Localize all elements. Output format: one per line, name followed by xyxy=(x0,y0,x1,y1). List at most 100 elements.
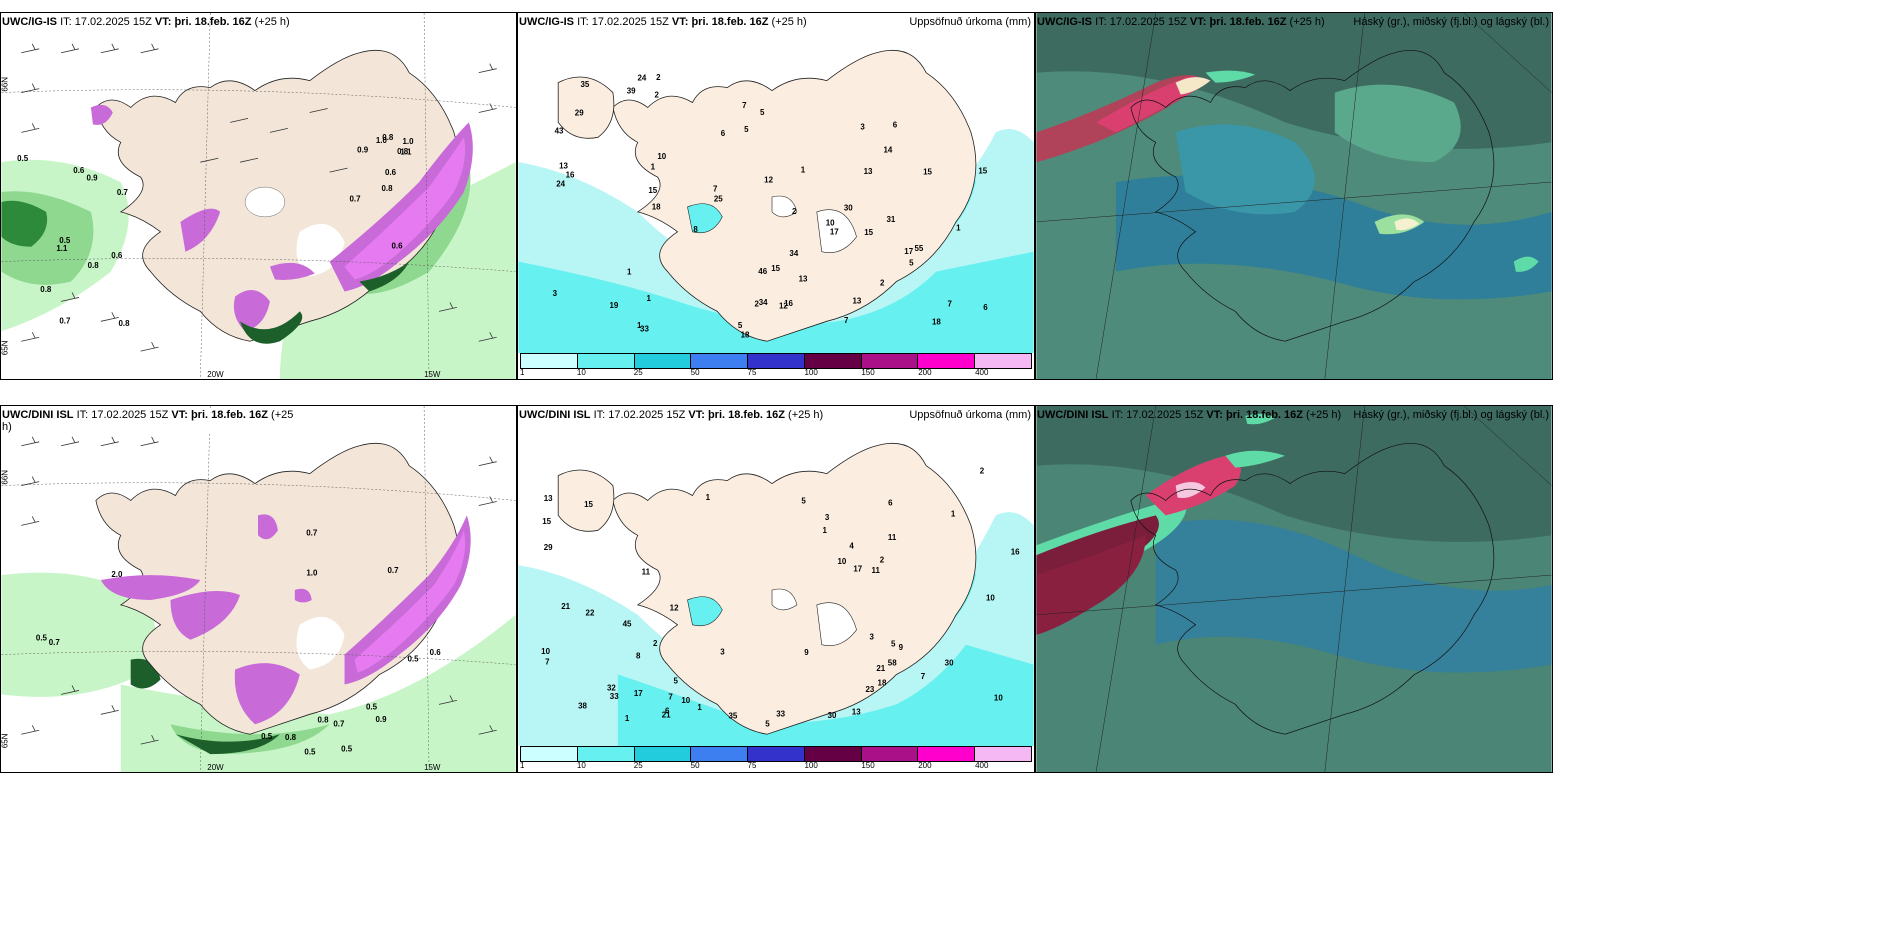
value-label: 0.6 xyxy=(391,241,403,250)
value-label: 24 xyxy=(556,180,565,189)
vt-label: VT: xyxy=(171,409,188,421)
value-label: 7 xyxy=(713,185,718,194)
panel-clouds-dini: UWC/DINI ISL IT: 17.02.2025 15Z VT: þri.… xyxy=(1035,405,1553,773)
value-label: 7 xyxy=(668,693,673,702)
value-label: 15 xyxy=(542,517,551,526)
it-value: 17.02.2025 15Z xyxy=(1126,409,1204,421)
value-label: 0.8 xyxy=(382,133,394,142)
value-label: 0.5 xyxy=(304,748,316,757)
panel-title: Uppsöfnuð úrkoma (mm) xyxy=(909,409,1031,421)
value-label: 1 xyxy=(956,224,961,233)
legend-colorbar xyxy=(520,746,1032,762)
value-label: 43 xyxy=(555,126,564,135)
legend-swatch xyxy=(521,354,578,368)
value-label: 5 xyxy=(744,125,749,134)
value-label: 1 xyxy=(706,493,711,502)
value-label: 16 xyxy=(1011,548,1020,557)
value-label: 1 xyxy=(697,703,702,712)
panel-title: Háský (gr.), miðský (fj.bl.) og lágský (… xyxy=(1353,16,1549,28)
value-label: 23 xyxy=(866,685,875,694)
it-label: IT: xyxy=(60,16,72,28)
value-label: 0.9 xyxy=(357,146,369,155)
value-label: 21 xyxy=(662,710,671,719)
legend-swatch xyxy=(748,747,805,761)
legend-swatch xyxy=(521,747,578,761)
value-label: 5 xyxy=(909,258,914,267)
vt-value: þri. 18.feb. 16Z xyxy=(691,16,769,28)
legend-swatch xyxy=(748,354,805,368)
value-label: 2.0 xyxy=(111,570,123,579)
value-label: 11 xyxy=(888,533,897,542)
value-label: 0.7 xyxy=(333,720,345,729)
value-label: 0.5 xyxy=(59,236,71,245)
value-label: 0.6 xyxy=(385,168,397,177)
value-label: 15 xyxy=(771,264,780,273)
legend-tick-label: 150 xyxy=(861,761,875,770)
legend-tick-label: 400 xyxy=(975,368,989,377)
value-label: 15 xyxy=(923,168,932,177)
legend-tick-label: 25 xyxy=(633,368,643,377)
value-label: 31 xyxy=(886,215,895,224)
lon-label-20w: 20W xyxy=(207,370,224,379)
lead-time-cont: h) xyxy=(2,421,12,433)
value-label: 5 xyxy=(738,321,743,330)
value-label: 38 xyxy=(578,702,587,711)
value-label: 13 xyxy=(544,494,553,503)
legend-swatch xyxy=(577,354,635,368)
value-label: 55 xyxy=(914,244,923,253)
map-frame xyxy=(1035,405,1553,773)
map-clouds-dini xyxy=(1036,406,1552,772)
model-name: UWC/IG-IS xyxy=(519,16,574,28)
panel-wind-snow-igis: 0.6 0.5 0.6 0.8 0.7 0.9 1.0 0.8 0.7 1.1 1.0 0.8 0.8 0… xyxy=(0,12,517,380)
value-label: 10 xyxy=(657,152,666,161)
legend-swatch xyxy=(634,354,692,368)
lat-label-65n: 65N xyxy=(1,733,9,748)
value-label: 12 xyxy=(779,301,788,310)
value-label: 8 xyxy=(636,651,641,660)
lat-label-65n: 65N xyxy=(1,340,9,355)
value-label: 2 xyxy=(755,299,760,308)
lon-label-15w: 15W xyxy=(424,370,441,379)
value-label: 0.7 xyxy=(117,188,129,197)
panel-header: UWC/IG-IS IT: 17.02.2025 15Z VT: þri. 18… xyxy=(1037,16,1325,28)
it-value: 17.02.2025 15Z xyxy=(91,409,169,421)
value-label: 13 xyxy=(852,296,861,305)
value-label: 5 xyxy=(760,108,765,117)
legend-swatch xyxy=(691,747,749,761)
value-label: 25 xyxy=(714,194,723,203)
value-label: 6 xyxy=(888,498,893,507)
value-label: 32 xyxy=(607,683,616,692)
value-label: 0.8 xyxy=(285,733,297,742)
panel-header: UWC/DINI ISL IT: 17.02.2025 15Z VT: þri.… xyxy=(519,409,823,421)
legend-tick-label: 50 xyxy=(690,368,700,377)
value-label: 1.0 xyxy=(376,136,388,145)
value-label: 0.7 xyxy=(387,566,399,575)
value-label: 18 xyxy=(932,318,941,327)
value-label: 17 xyxy=(634,689,643,698)
legend-swatch xyxy=(804,354,862,368)
model-name: UWC/IG-IS xyxy=(1037,16,1092,28)
value-label: 2 xyxy=(980,467,985,476)
value-label: 19 xyxy=(610,301,619,310)
value-label: 0.8 xyxy=(397,147,409,156)
value-label: 6 xyxy=(721,129,726,138)
value-label: 18 xyxy=(878,678,887,687)
panel-precip-dini: 1 1 5 5 4 9 7 5 10 10 10 16 17 21 22 21 13 9 8 7 10 23 30 29 15 2… xyxy=(517,405,1035,773)
value-label: 4 xyxy=(849,541,854,550)
legend-colorbar xyxy=(520,353,1032,369)
value-label: 3 xyxy=(553,289,558,298)
panel-header: UWC/IG-IS IT: 17.02.2025 15Z VT: þri. 18… xyxy=(2,16,290,28)
value-label: 0.8 xyxy=(317,715,329,724)
legend-tick-label: 10 xyxy=(576,761,586,770)
value-label: 17 xyxy=(904,247,913,256)
model-name: UWC/IG-IS xyxy=(2,16,57,28)
value-label: 10 xyxy=(541,647,550,656)
value-label: 7 xyxy=(545,657,550,666)
it-label: IT: xyxy=(577,16,589,28)
value-label: 5 xyxy=(891,640,896,649)
value-label: 0.9 xyxy=(375,715,387,724)
value-label: 13 xyxy=(799,275,808,284)
value-label: 0.7 xyxy=(306,528,318,537)
